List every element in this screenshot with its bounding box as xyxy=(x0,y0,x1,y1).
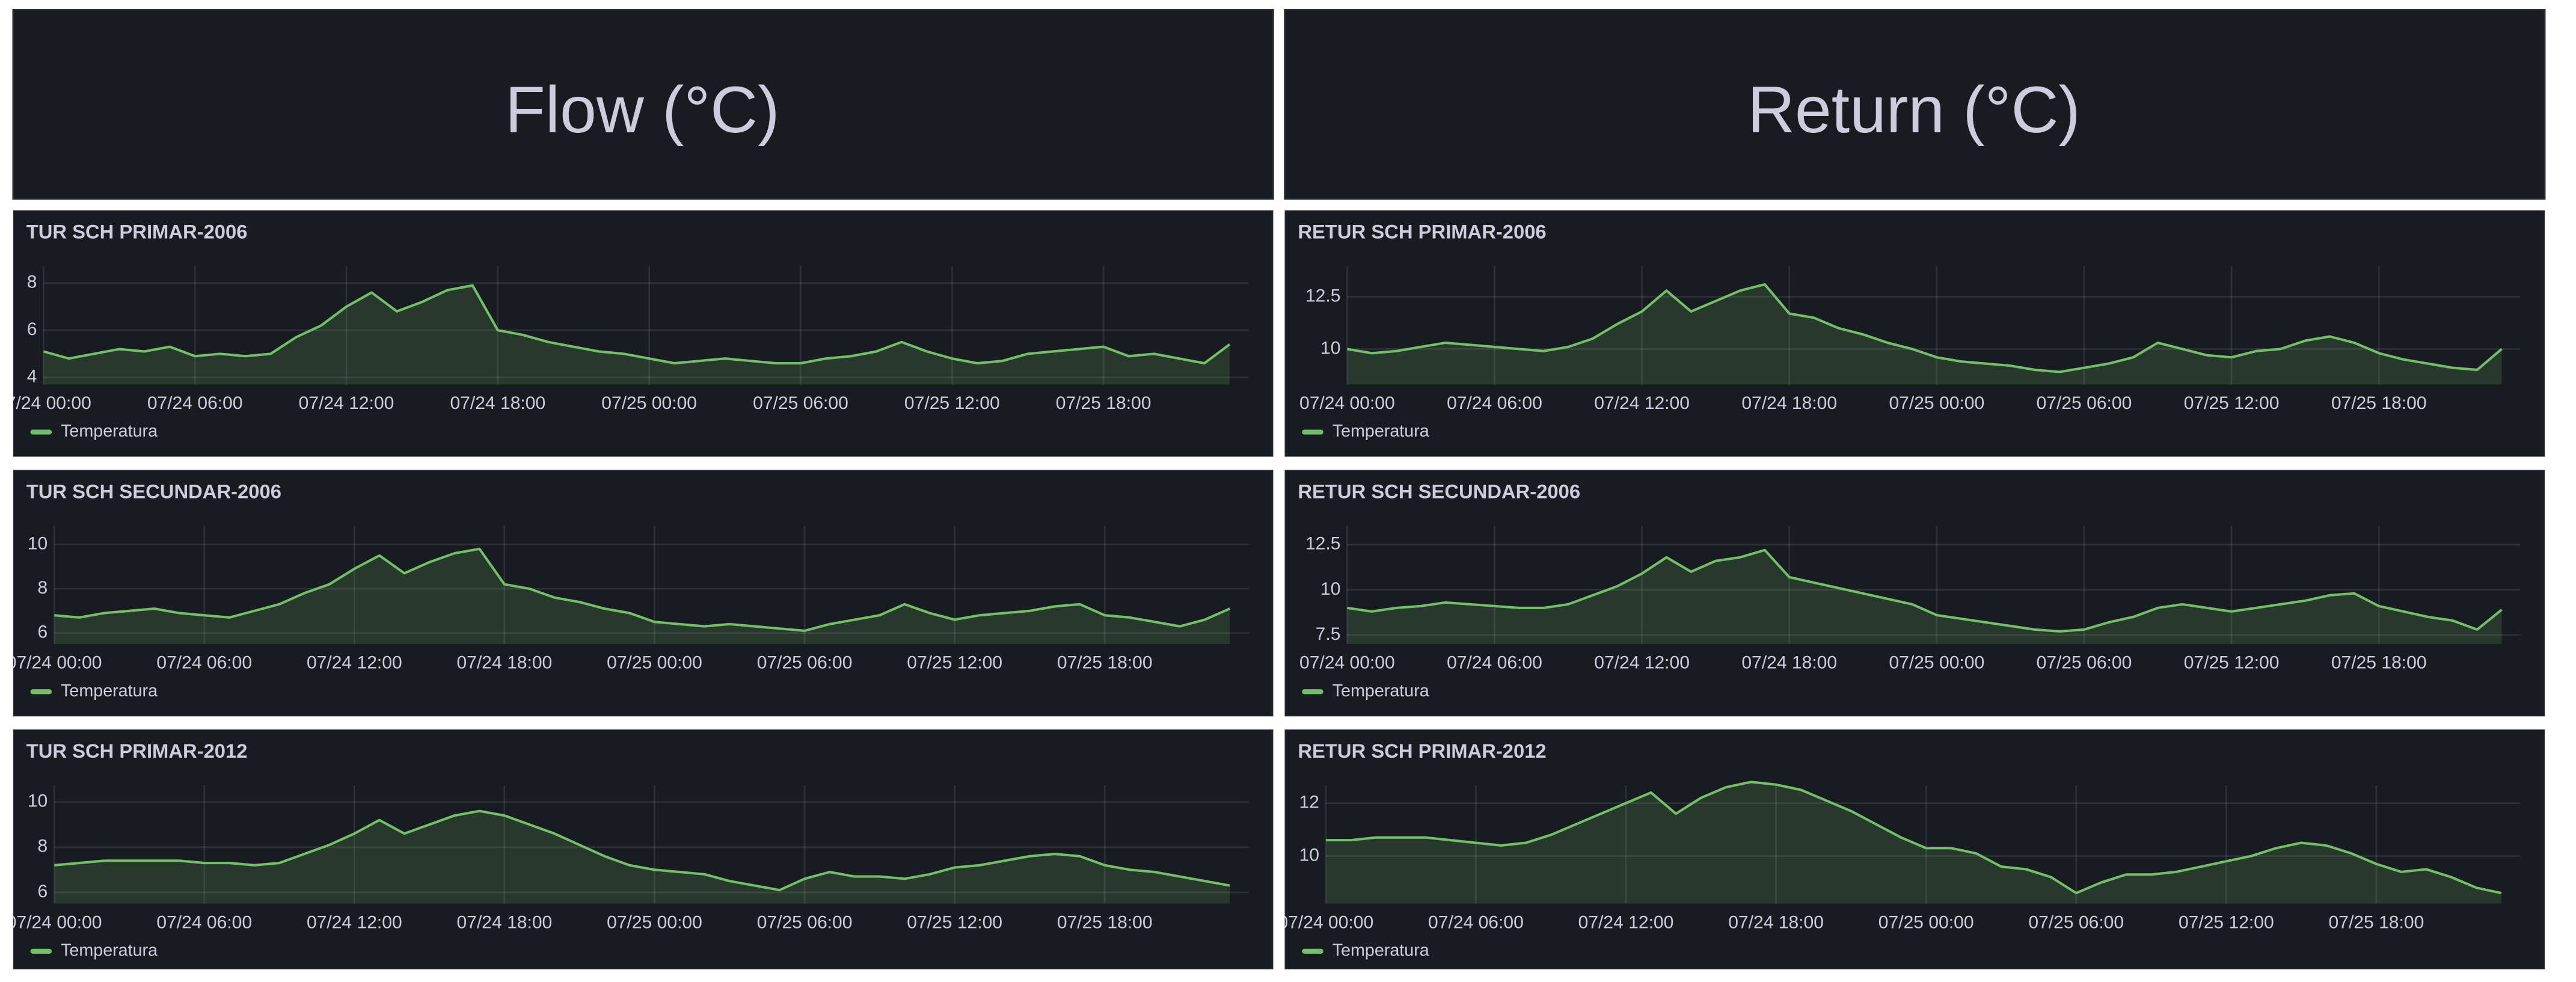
x-tick-label: 07/25 12:00 xyxy=(904,393,1000,413)
legend-label: Temperatura xyxy=(61,681,158,701)
y-tick-label: 6 xyxy=(27,319,37,339)
x-tick-label: 07/24 12:00 xyxy=(1594,653,1690,673)
x-tick-label: 07/24 12:00 xyxy=(1594,393,1690,413)
x-tick-label: 07/25 00:00 xyxy=(1889,653,1984,673)
y-tick-label: 10 xyxy=(28,791,48,811)
x-tick-label: 07/24 06:00 xyxy=(1447,393,1542,413)
panel: TUR SCH PRIMAR-2006 4 6 8 07/24 00:00 07/24 0… xyxy=(0,210,1273,457)
y-tick-label: 12.5 xyxy=(1305,534,1340,554)
y-tick-label: 4 xyxy=(27,366,37,386)
x-tick-label: 07/24 06:00 xyxy=(147,393,243,413)
x-tick-label: 07/25 18:00 xyxy=(1056,393,1152,413)
x-tick-label: 07/24 18:00 xyxy=(1741,653,1837,673)
y-tick-label: 10 xyxy=(28,533,48,553)
x-tick-label: 07/24 06:00 xyxy=(156,912,252,932)
x-tick-label: 07/24 06:00 xyxy=(156,653,252,673)
x-tick-label: 07/24 12:00 xyxy=(299,393,394,413)
x-tick-label: 07/24 00:00 xyxy=(7,912,102,932)
legend-label: Temperatura xyxy=(61,422,158,441)
panel-background xyxy=(13,210,1274,457)
x-tick-label: 07/24 12:00 xyxy=(307,653,402,673)
y-tick-label: 10 xyxy=(1320,338,1340,358)
x-tick-label: 07/25 06:00 xyxy=(2037,393,2132,413)
x-tick-label: 07/25 06:00 xyxy=(753,393,848,413)
panel-background xyxy=(13,470,1274,716)
y-tick-label: 8 xyxy=(38,836,48,856)
y-tick-label: 12 xyxy=(1299,792,1319,812)
y-tick-label: 8 xyxy=(38,578,48,598)
panel: TUR SCH SECUNDAR-2006 6 8 10 07/24 00:00 07/2… xyxy=(7,470,1274,716)
x-tick-label: 07/25 12:00 xyxy=(907,653,1002,673)
legend-label: Temperatura xyxy=(61,941,158,960)
y-tick-label: 6 xyxy=(38,882,48,901)
x-tick-label: 07/24 18:00 xyxy=(450,393,545,413)
x-tick-label: 07/24 00:00 xyxy=(1299,393,1395,413)
panel-title: RETUR SCH PRIMAR-2012 xyxy=(1298,740,1546,762)
x-tick-label: 07/25 06:00 xyxy=(757,912,853,932)
x-tick-label: 07/25 00:00 xyxy=(607,653,702,673)
x-tick-label: 07/25 06:00 xyxy=(2037,653,2132,673)
x-tick-label: 07/25 18:00 xyxy=(1057,653,1153,673)
x-tick-label: 07/24 12:00 xyxy=(1578,912,1674,932)
panel-title: RETUR SCH SECUNDAR-2006 xyxy=(1298,480,1580,502)
x-tick-label: 07/24 18:00 xyxy=(1728,912,1824,932)
x-tick-label: 07/25 06:00 xyxy=(2028,912,2124,932)
panel-title: TUR SCH PRIMAR-2006 xyxy=(26,221,248,243)
panel-background xyxy=(1285,210,2545,457)
y-tick-label: 10 xyxy=(1299,845,1319,865)
x-tick-label: 07/24 00:00 xyxy=(7,653,102,673)
panel-background xyxy=(13,729,1274,969)
x-tick-label: 07/25 12:00 xyxy=(2184,393,2280,413)
x-tick-label: 07/25 18:00 xyxy=(2331,393,2427,413)
x-tick-label: 07/25 00:00 xyxy=(1878,912,1974,932)
header-title: Flow (°C) xyxy=(505,73,779,147)
legend-label: Temperatura xyxy=(1332,681,1429,701)
x-tick-label: 07/24 18:00 xyxy=(1741,393,1837,413)
x-tick-label: 07/24 18:00 xyxy=(457,653,553,673)
x-tick-label: 07/25 00:00 xyxy=(607,912,702,932)
x-tick-label: 07/25 06:00 xyxy=(757,653,853,673)
panel-title: TUR SCH SECUNDAR-2006 xyxy=(26,480,281,502)
header-title: Return (°C) xyxy=(1747,73,2081,147)
y-tick-label: 7.5 xyxy=(1316,624,1341,644)
panel: RETUR SCH SECUNDAR-2006 7.5 10 12.5 07/24 00… xyxy=(1285,470,2545,716)
panel-title: RETUR SCH PRIMAR-2006 xyxy=(1298,221,1546,243)
panel-title: TUR SCH PRIMAR-2012 xyxy=(26,740,248,762)
x-tick-label: 07/24 06:00 xyxy=(1447,653,1542,673)
x-tick-label: 07/25 18:00 xyxy=(1057,912,1153,932)
x-tick-label: 07/24 12:00 xyxy=(307,912,402,932)
x-tick-label: 07/25 12:00 xyxy=(2184,653,2280,673)
x-tick-label: 07/25 12:00 xyxy=(907,912,1002,932)
y-tick-label: 6 xyxy=(38,622,48,642)
panel: RETUR SCH PRIMAR-2012 10 12 07/24 00:00 07/2… xyxy=(1278,729,2545,969)
y-tick-label: 8 xyxy=(27,272,37,292)
x-tick-label: 07/25 00:00 xyxy=(601,393,697,413)
y-tick-label: 10 xyxy=(1320,579,1340,599)
legend-label: Temperatura xyxy=(1332,422,1429,441)
x-tick-label: 07/25 18:00 xyxy=(2329,912,2424,932)
x-tick-label: 07/24 00:00 xyxy=(0,393,91,413)
x-tick-label: 07/25 00:00 xyxy=(1889,393,1984,413)
x-tick-label: 07/25 18:00 xyxy=(2331,653,2427,673)
panel: RETUR SCH PRIMAR-2006 10 12.5 07/24 00:00 07… xyxy=(1285,210,2545,457)
panel: TUR SCH PRIMAR-2012 6 8 10 07/24 00:00 07/24 … xyxy=(7,729,1274,969)
legend-label: Temperatura xyxy=(1332,941,1429,960)
y-tick-label: 12.5 xyxy=(1305,286,1340,306)
x-tick-label: 07/24 18:00 xyxy=(457,912,553,932)
x-tick-label: 07/25 12:00 xyxy=(2179,912,2274,932)
x-tick-label: 07/24 00:00 xyxy=(1278,912,1373,932)
x-tick-label: 07/24 00:00 xyxy=(1299,653,1395,673)
x-tick-label: 07/24 06:00 xyxy=(1428,912,1524,932)
